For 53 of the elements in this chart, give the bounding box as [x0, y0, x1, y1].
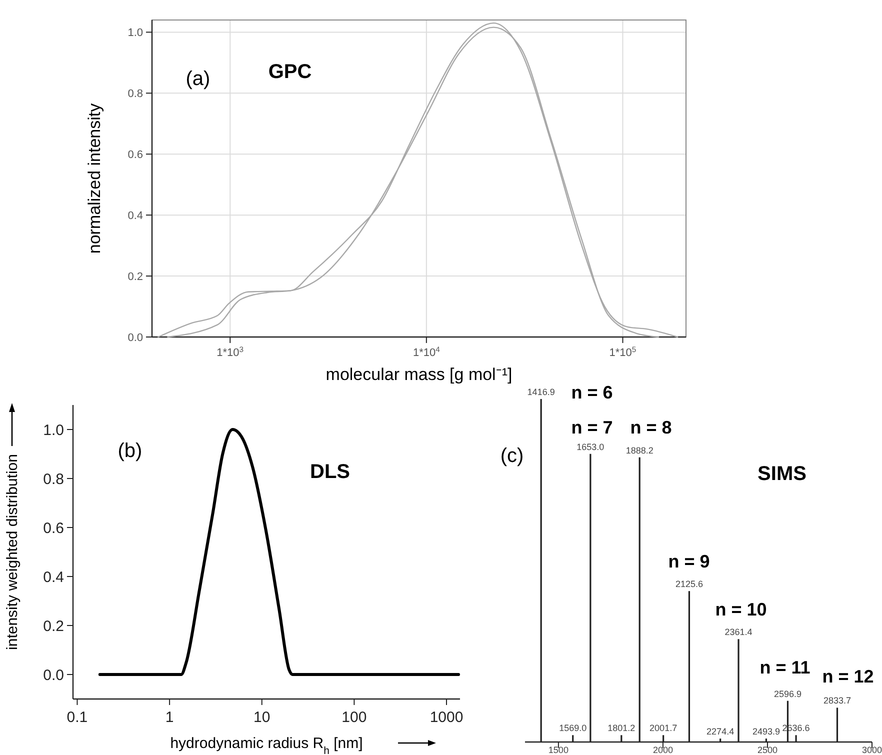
x-tick-label: 1 — [165, 709, 174, 726]
y-axis-title: intensity weighted distribution — [4, 454, 21, 650]
annotation: 2001.7 — [650, 723, 678, 734]
x-axis-title: molecular mass [g mol⁻¹] — [326, 365, 512, 384]
annotation: n = 9 — [668, 551, 710, 572]
y-tick-label: 0.6 — [43, 520, 64, 537]
x-tick-label: 1*10$^{4}$ — [412, 344, 441, 359]
annotation: n = 10 — [715, 599, 767, 620]
annotation: (a) — [186, 68, 210, 90]
annotation: (b) — [118, 440, 142, 462]
y-tick-label: 0.4 — [43, 568, 64, 586]
x-tick-label: 3000 — [862, 745, 882, 755]
x-tick-label: 10 — [254, 709, 270, 726]
y-axis-title: normalized intensity — [85, 102, 104, 254]
y-tick-label: 0.6 — [128, 148, 143, 161]
y-tick-label: 0.0 — [128, 332, 143, 344]
annotation: 1569.0 — [559, 723, 587, 734]
annotation: 2493.9 — [752, 726, 780, 737]
annotation: n = 7 — [571, 417, 613, 438]
y-tick-label: 0.8 — [43, 470, 64, 488]
text: (c) — [500, 445, 524, 467]
annotation: 1416.9 — [527, 387, 555, 397]
annotation: 1653.0 — [576, 442, 604, 452]
text: GPC — [268, 61, 312, 83]
text: SIMS — [758, 463, 806, 485]
x-axis-title: hydrodynamic radius R$_{h}$ [nm] — [170, 735, 363, 755]
x-tick-label: 100 — [342, 709, 367, 726]
x-tick-label: 0.1 — [66, 709, 88, 726]
annotation: 2274.4 — [706, 726, 734, 737]
y-tick-label: 1.0 — [43, 422, 64, 439]
annotation: 1888.2 — [626, 445, 654, 456]
y-tick-label: 0.2 — [128, 270, 143, 283]
annotation: 2361.4 — [724, 627, 752, 638]
annotation: n = 6 — [571, 382, 613, 402]
annotation: 2125.6 — [675, 579, 703, 590]
y-tick-label: 1.0 — [128, 27, 143, 40]
y-tick-label: 0.8 — [128, 88, 143, 100]
y-tick-label: 0.2 — [43, 618, 64, 635]
text: DLS — [310, 461, 350, 483]
annotation: 2596.9 — [774, 688, 802, 699]
x-tick-label: 1*10$^{3}$ — [216, 344, 244, 359]
x-tick-label: 1000 — [430, 709, 464, 726]
y-tick-label: 0.0 — [43, 666, 64, 684]
annotation: 2833.7 — [823, 696, 852, 706]
x-tick-label: 2500 — [757, 745, 778, 755]
annotation: n = 8 — [630, 417, 672, 438]
x-tick-label: 1500 — [548, 745, 568, 755]
annotation: n = 11 — [760, 657, 810, 678]
y-tick-label: 0.4 — [128, 210, 143, 222]
annotation: 1801.2 — [608, 723, 636, 734]
x-tick-label: 1*10$^{5}$ — [609, 344, 636, 359]
x-tick-label: 2000 — [652, 745, 673, 755]
annotation: n = 12 — [822, 666, 874, 686]
